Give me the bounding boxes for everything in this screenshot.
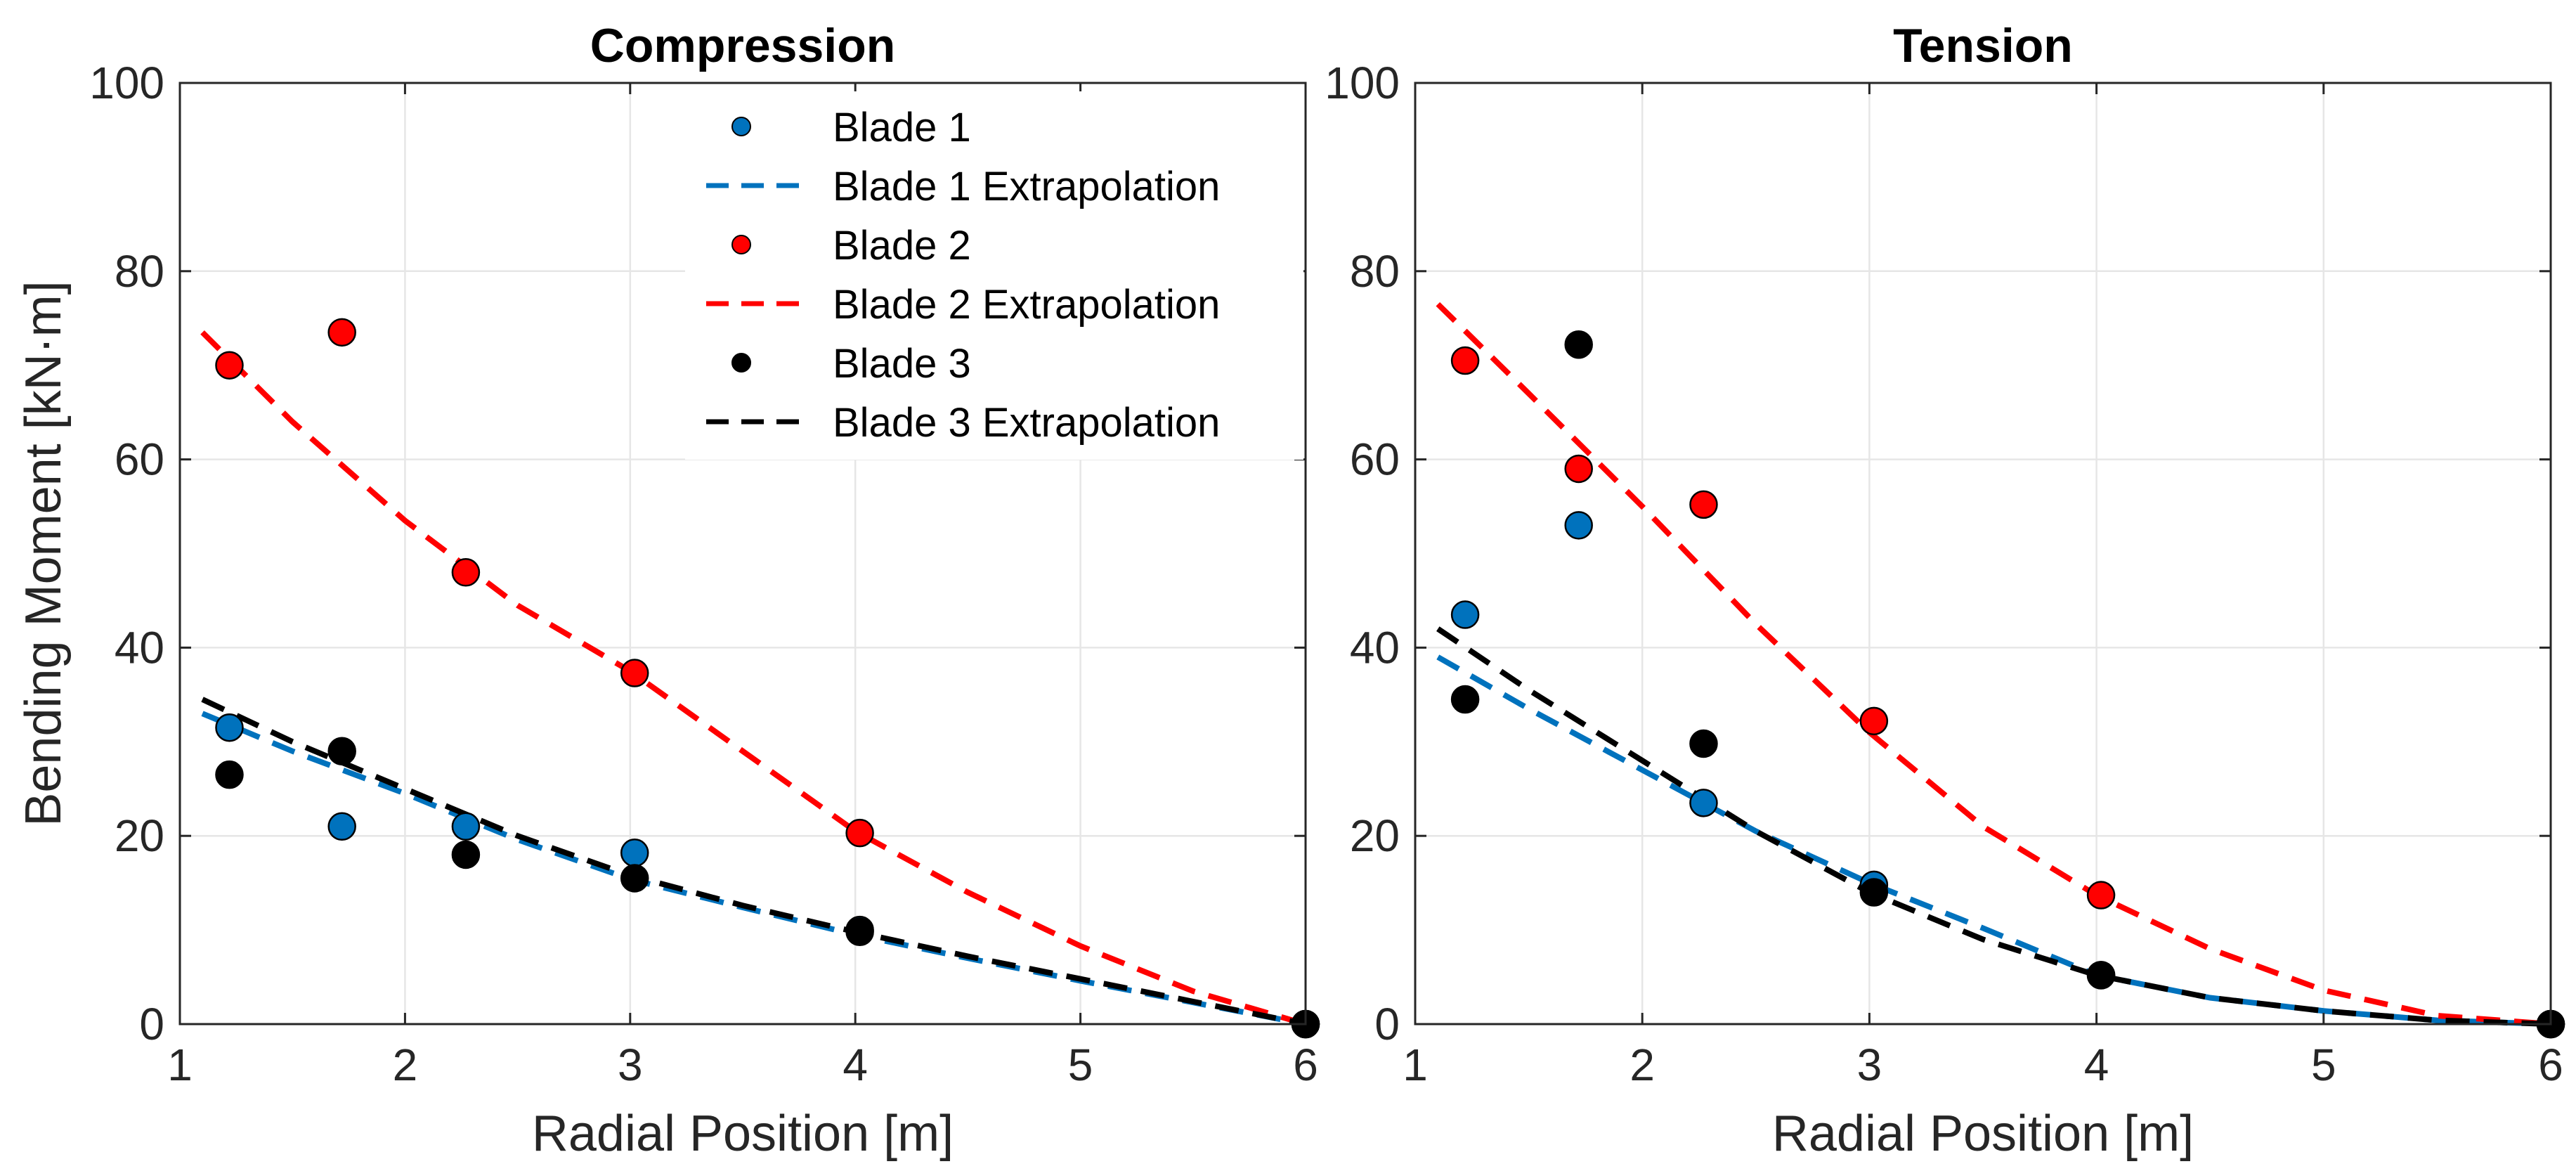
compression-series	[200, 318, 1320, 1039]
legend-entry-label: Blade 2	[833, 223, 971, 269]
tension-blade-3-point	[1689, 729, 1718, 758]
compression-blade-2-point	[620, 659, 649, 687]
tension-blade-1-extrapolation-line	[1436, 654, 2551, 1027]
legend-entry-label: Blade 3	[833, 341, 971, 387]
tension-x-tick-label: 3	[1857, 1040, 1882, 1090]
compression-blade-1-point	[327, 812, 356, 841]
compression-x-tick-label: 6	[1293, 1040, 1318, 1090]
tension-blade-3-point	[1450, 685, 1480, 714]
tension-y-tick-label: 20	[1350, 810, 1400, 861]
tension-blade-2-point	[2086, 881, 2116, 910]
tension-title: Tension	[1893, 19, 2073, 72]
tension-y-tick-label: 80	[1350, 246, 1400, 297]
tension-y-tick-label: 60	[1350, 434, 1400, 485]
compression-x-axis-label: Radial Position [m]	[532, 1106, 954, 1162]
tension-x-tick-label: 2	[1629, 1040, 1655, 1090]
compression-y-axis-label: Bending Moment [kN·m]	[15, 280, 72, 826]
tension-blade-3-point	[1564, 330, 1593, 359]
legend-entry-label: Blade 2 Extrapolation	[833, 282, 1220, 328]
compression-y-tick-label: 40	[115, 622, 164, 673]
compression-y-tick-label: 60	[115, 434, 164, 485]
legend-marker	[731, 117, 751, 136]
compression-blade-3-point	[620, 864, 649, 893]
compression-x-tick-label: 5	[1068, 1040, 1093, 1090]
legend-entry-label: Blade 3 Extrapolation	[833, 400, 1220, 446]
tension-blade-3-point	[1859, 878, 1889, 907]
compression-y-tick-label: 0	[139, 999, 164, 1049]
tension-blade-2-extrapolation-line	[1436, 302, 2551, 1027]
compression-blade-3-point	[451, 840, 481, 869]
compression-blade-3-point	[327, 737, 356, 765]
legend-marker	[731, 235, 751, 254]
compression-legend: Blade 1 Blade 1 Extrapolation Blade 2 Blade…	[685, 91, 1303, 460]
compression-blade-2-point	[845, 818, 874, 848]
compression-blade-1-point	[451, 812, 481, 841]
compression-blade-3-point	[215, 760, 244, 789]
tension-y-tick-label: 40	[1350, 622, 1400, 673]
compression-title: Compression	[590, 19, 896, 72]
compression-blade-3-point	[845, 917, 874, 947]
tension-x-tick-label: 4	[2084, 1040, 2109, 1090]
tension-y-tick-label: 100	[1325, 58, 1400, 108]
tension-x-tick-label: 1	[1403, 1040, 1428, 1090]
legend-marker	[731, 353, 751, 373]
tension-series	[1436, 302, 2565, 1039]
tension-x-axis-label: Radial Position [m]	[1772, 1106, 2194, 1162]
compression-y-tick-label: 20	[115, 810, 164, 861]
compression-blade-1-point	[620, 839, 649, 867]
tension-blade-2-point	[1450, 346, 1480, 375]
tension-blade-1-point	[1450, 600, 1480, 629]
compression-x-tick-label: 3	[618, 1040, 643, 1090]
compression-y-tick-label: 80	[115, 246, 164, 297]
tension-blade-2-point	[1564, 454, 1593, 484]
tension-x-tick-label: 6	[2538, 1040, 2563, 1090]
compression-y-tick-label: 100	[89, 58, 164, 108]
compression-blade-2-point	[451, 558, 481, 587]
compression-blade-2-point	[327, 318, 356, 347]
tension-blade-1-point	[1564, 511, 1593, 540]
tension-axes-frame	[1414, 82, 2552, 1026]
compression-blade-2-point	[215, 351, 244, 380]
compression-axes-frame	[178, 82, 1307, 1026]
tension-blade-2-point	[1859, 706, 1889, 736]
compression-x-tick-label: 2	[393, 1040, 418, 1090]
tension-blade-3-point	[2086, 961, 2116, 990]
compression-blade-1-point	[215, 713, 244, 742]
compression-blade-3-extrapolation-line	[201, 697, 1306, 1027]
tension-x-tick-label: 5	[2311, 1040, 2336, 1090]
tension-blade-3-extrapolation-line	[1436, 626, 2551, 1027]
legend-box	[685, 91, 1303, 460]
tension-y-tick-label: 0	[1374, 999, 1400, 1049]
compression-x-tick-label: 4	[843, 1040, 868, 1090]
legend-entry-label: Blade 1	[833, 105, 971, 150]
compression-x-tick-label: 1	[167, 1040, 193, 1090]
tension-blade-2-point	[1689, 490, 1718, 519]
compression-blade-2-extrapolation-line	[200, 330, 1307, 1027]
tension-blade-1-point	[1689, 789, 1718, 817]
legend-entry-label: Blade 1 Extrapolation	[833, 164, 1220, 209]
